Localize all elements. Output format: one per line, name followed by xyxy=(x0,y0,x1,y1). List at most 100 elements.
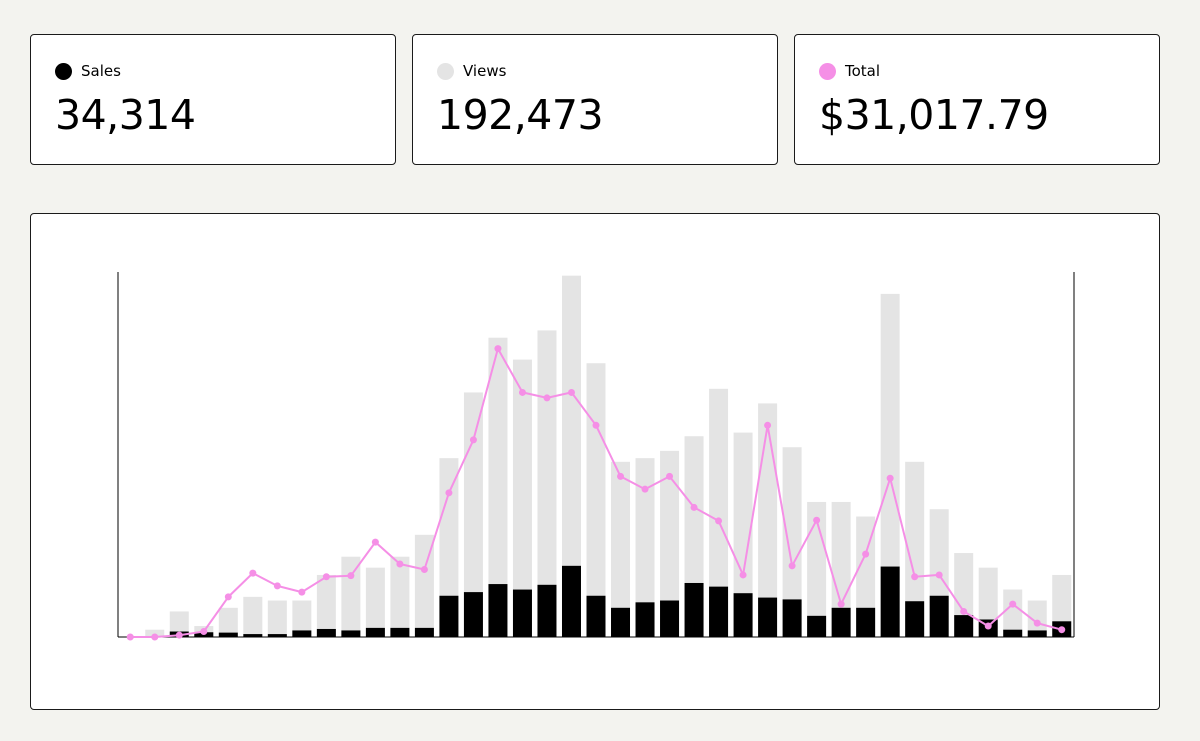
views-bar xyxy=(782,447,802,637)
sales-bar xyxy=(905,601,925,637)
total-point xyxy=(469,436,477,444)
total-point xyxy=(935,571,943,579)
views-bar xyxy=(145,629,165,637)
sales-bar xyxy=(586,595,606,637)
sales-bar xyxy=(1027,630,1047,637)
views-bar xyxy=(390,556,410,637)
views-bar xyxy=(316,574,336,637)
sales-legend-dot xyxy=(55,62,72,80)
sales-bar xyxy=(218,632,238,637)
total-point xyxy=(617,472,625,480)
sales-bar xyxy=(561,565,581,637)
sales-bar xyxy=(733,593,753,637)
views-bar xyxy=(660,450,680,637)
sales-bar xyxy=(758,597,778,637)
sales-bar xyxy=(243,634,263,637)
total-point xyxy=(518,388,526,396)
total-point xyxy=(715,517,723,525)
total-point xyxy=(1058,626,1066,634)
views-bar xyxy=(733,432,753,637)
views-bar xyxy=(709,388,729,637)
sales-bar xyxy=(929,595,949,637)
views-bar xyxy=(611,461,631,637)
total-point xyxy=(641,485,649,493)
chart-card xyxy=(30,213,1160,710)
views-bar xyxy=(635,458,655,637)
total-point xyxy=(175,631,183,639)
sales-stat-card: Sales 34,314 xyxy=(30,34,396,165)
sales-bar xyxy=(880,566,900,637)
views-bar xyxy=(488,337,508,637)
total-point xyxy=(567,388,575,396)
views-bar xyxy=(169,611,189,637)
total-point xyxy=(1009,600,1017,608)
sales-bar xyxy=(782,599,802,637)
sales-bar xyxy=(709,586,729,637)
total-point xyxy=(126,633,134,641)
sales-bar xyxy=(316,628,336,637)
total-point xyxy=(592,421,600,429)
views-bar xyxy=(1003,589,1023,637)
total-point xyxy=(298,588,306,596)
total-point xyxy=(249,569,257,577)
total-point xyxy=(371,538,379,546)
views-stat-label: Views xyxy=(463,62,507,80)
views-bar xyxy=(341,556,361,637)
sales-bar xyxy=(488,584,508,637)
sales-bar xyxy=(292,630,312,637)
total-point xyxy=(886,474,894,482)
total-point xyxy=(543,394,551,402)
views-bar xyxy=(267,600,287,637)
views-bar xyxy=(831,501,851,637)
total-point xyxy=(322,573,330,581)
sales-stat-label: Sales xyxy=(81,62,121,80)
sales-bar xyxy=(611,607,631,637)
sales-bar xyxy=(1003,629,1023,637)
sales-bar xyxy=(660,600,680,637)
total-point xyxy=(837,600,845,608)
total-point xyxy=(151,633,159,641)
total-point xyxy=(813,516,821,524)
views-legend-dot xyxy=(437,62,454,80)
sales-bar xyxy=(439,595,459,637)
views-bar xyxy=(414,534,434,637)
views-bar xyxy=(512,359,532,637)
views-bar xyxy=(439,458,459,637)
total-legend-dot xyxy=(819,62,836,80)
views-bar xyxy=(292,600,312,637)
total-point xyxy=(273,582,281,590)
views-bar xyxy=(243,596,263,637)
views-bar xyxy=(1027,600,1047,637)
total-stat-value: $31,017.79 xyxy=(819,91,1049,139)
views-bar xyxy=(856,516,876,637)
views-bar xyxy=(905,461,925,637)
total-point xyxy=(200,628,208,636)
total-point xyxy=(494,345,502,353)
sales-bar xyxy=(635,602,655,637)
total-point xyxy=(420,565,428,573)
views-stat-card: Views 192,473 xyxy=(412,34,778,165)
sales-bar xyxy=(267,634,287,637)
total-point xyxy=(224,593,232,601)
views-bar xyxy=(880,293,900,637)
total-point xyxy=(396,560,404,568)
total-stat-card: Total $31,017.79 xyxy=(794,34,1160,165)
sales-bar xyxy=(341,630,361,637)
sales-bar xyxy=(856,607,876,637)
sales-bar xyxy=(807,615,827,637)
total-point xyxy=(788,562,796,570)
sales-bar xyxy=(512,589,532,637)
combo-chart xyxy=(117,272,1075,641)
total-point xyxy=(690,503,698,511)
total-point xyxy=(739,571,747,579)
views-bar xyxy=(537,330,557,637)
total-point xyxy=(911,573,919,581)
sales-bar xyxy=(684,582,704,637)
views-stat-value: 192,473 xyxy=(437,91,604,139)
sales-stat-label-row: Sales xyxy=(55,62,121,80)
views-bar xyxy=(561,275,581,637)
total-point xyxy=(960,607,968,615)
sales-bar xyxy=(365,627,385,637)
views-bar xyxy=(463,392,483,637)
views-bar xyxy=(586,363,606,637)
